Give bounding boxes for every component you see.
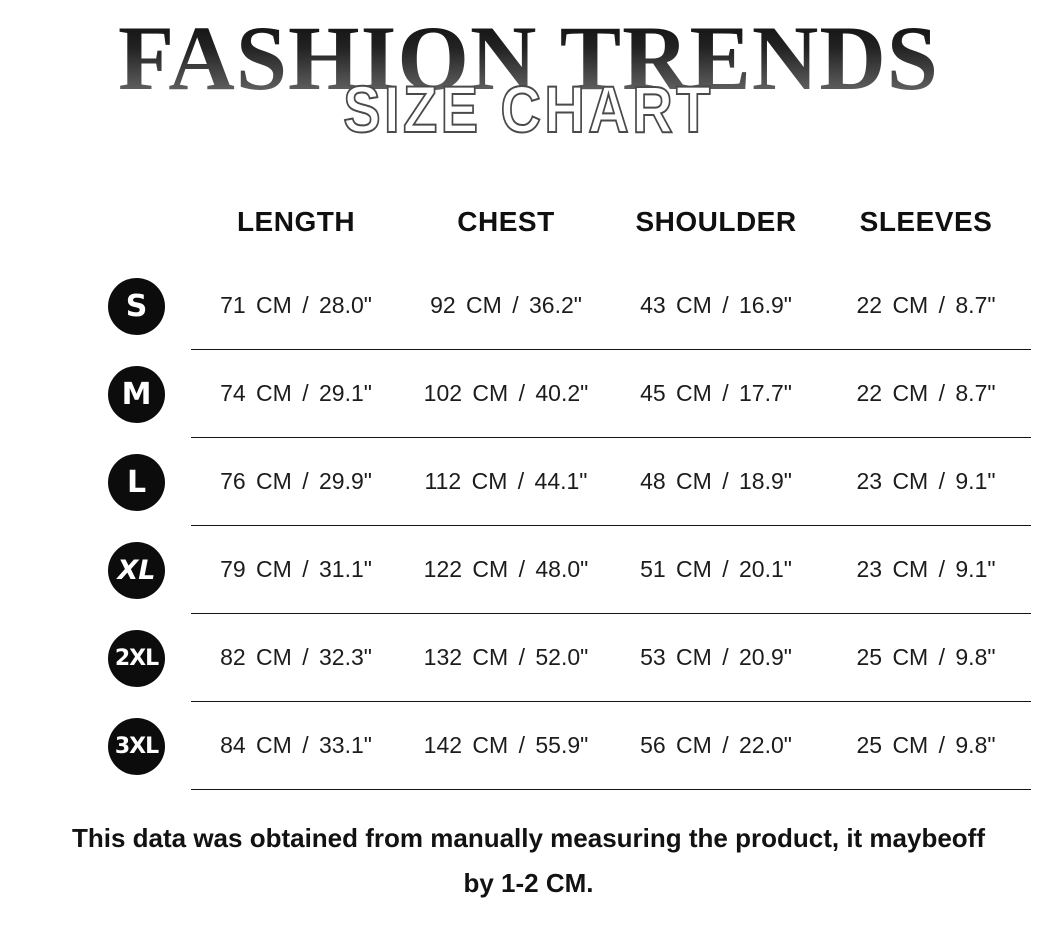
shoulder-cell: 45 CM / 17.7": [611, 350, 821, 438]
length-cell: 84 CM / 33.1": [191, 702, 401, 790]
chest-cell: 132 CM / 52.0": [401, 614, 611, 702]
size-chart-page: FASHION TRENDS SIZE CHART LENGTH CHEST S…: [0, 0, 1057, 906]
sleeves-cell: 23 CM / 9.1": [821, 438, 1031, 526]
sleeves-cell: 23 CM / 9.1": [821, 526, 1031, 614]
size-badge: L: [108, 453, 165, 511]
table-row-s: S 71 CM / 28.0" 92 CM / 36.2" 43 CM / 16…: [26, 262, 1031, 350]
size-badge-cell: L: [26, 438, 191, 526]
size-badge: 3XL: [108, 717, 165, 775]
disclaimer-line-1: This data was obtained from manually mea…: [71, 823, 986, 853]
length-cell: 71 CM / 28.0": [191, 262, 401, 350]
length-cell: 76 CM / 29.9": [191, 438, 401, 526]
disclaimer-line-2: by 1-2 CM.: [463, 868, 594, 898]
size-badge-cell: S: [26, 262, 191, 350]
size-badge: XL: [108, 541, 165, 599]
table-header-row: LENGTH CHEST SHOULDER SLEEVES: [26, 182, 1031, 262]
chest-cell: 102 CM / 40.2": [401, 350, 611, 438]
sleeves-cell: 25 CM / 9.8": [821, 614, 1031, 702]
length-cell: 74 CM / 29.1": [191, 350, 401, 438]
sleeves-cell: 25 CM / 9.8": [821, 702, 1031, 790]
shoulder-cell: 56 CM / 22.0": [611, 702, 821, 790]
table-row-2xl: 2XL 82 CM / 32.3" 132 CM / 52.0" 53 CM /…: [26, 614, 1031, 702]
size-badge: 2XL: [108, 629, 165, 687]
column-header-shoulder: SHOULDER: [635, 206, 797, 237]
hero-header: FASHION TRENDS SIZE CHART: [0, 0, 1057, 170]
shoulder-cell: 48 CM / 18.9": [611, 438, 821, 526]
sleeves-cell: 22 CM / 8.7": [821, 262, 1031, 350]
chest-cell: 92 CM / 36.2": [401, 262, 611, 350]
brand-title: FASHION TRENDS: [0, 0, 1057, 106]
size-badge-cell: M: [26, 350, 191, 438]
measurement-disclaimer: This data was obtained from manually mea…: [0, 816, 1057, 906]
column-header-length: LENGTH: [236, 206, 356, 237]
size-badge-cell: 2XL: [26, 614, 191, 702]
table-row-xl: XL 79 CM / 31.1" 122 CM / 48.0" 51 CM / …: [26, 526, 1031, 614]
shoulder-cell: 53 CM / 20.9": [611, 614, 821, 702]
size-chart-title: SIZE CHART: [342, 72, 714, 146]
table-row-3xl: 3XL 84 CM / 33.1" 142 CM / 55.9" 56 CM /…: [26, 702, 1031, 790]
column-header-chest: CHEST: [457, 206, 555, 237]
size-badge: S: [108, 277, 165, 335]
size-badge: M: [108, 365, 165, 423]
shoulder-cell: 51 CM / 20.1": [611, 526, 821, 614]
size-table: LENGTH CHEST SHOULDER SLEEVES S 71 CM / …: [26, 182, 1031, 790]
size-badge-cell: 3XL: [26, 702, 191, 790]
table-row-l: L 76 CM / 29.9" 112 CM / 44.1" 48 CM / 1…: [26, 438, 1031, 526]
chest-cell: 142 CM / 55.9": [401, 702, 611, 790]
chest-cell: 112 CM / 44.1": [401, 438, 611, 526]
sleeves-cell: 22 CM / 8.7": [821, 350, 1031, 438]
shoulder-cell: 43 CM / 16.9": [611, 262, 821, 350]
size-badge-cell: XL: [26, 526, 191, 614]
length-cell: 82 CM / 32.3": [191, 614, 401, 702]
length-cell: 79 CM / 31.1": [191, 526, 401, 614]
column-header-sleeves: SLEEVES: [859, 206, 993, 237]
table-row-m: M 74 CM / 29.1" 102 CM / 40.2" 45 CM / 1…: [26, 350, 1031, 438]
chest-cell: 122 CM / 48.0": [401, 526, 611, 614]
